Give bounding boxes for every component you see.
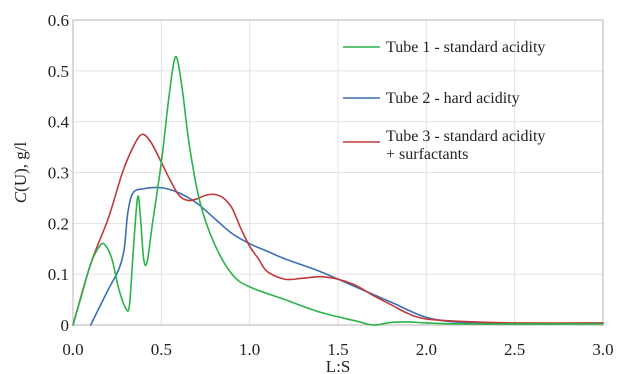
x-tick-label: 2.0 — [416, 340, 437, 359]
x-tick-label: 1.0 — [239, 340, 260, 359]
x-tick-label: 0.0 — [62, 340, 83, 359]
y-axis-title-rest: (U), g/l — [11, 142, 30, 192]
y-tick-labels: 0 0.1 0.2 0.3 0.4 0.5 0.6 — [48, 11, 70, 335]
legend: Tube 1 - standard acidity Tube 2 - hard … — [343, 39, 545, 163]
y-tick-label: 0.1 — [48, 265, 69, 284]
x-tick-label: 0.5 — [151, 340, 172, 359]
y-tick-label: 0.6 — [48, 11, 69, 30]
x-tick-label: 3.0 — [592, 340, 613, 359]
y-axis-title-italic: C — [11, 191, 30, 203]
y-tick-label: 0.2 — [48, 214, 69, 233]
y-tick-label: 0.3 — [48, 164, 69, 183]
y-axis-title: C(U), g/l — [11, 142, 30, 204]
axes — [72, 19, 604, 326]
series-line-tube-1 — [72, 55, 604, 326]
y-tick-label: 0.4 — [48, 113, 70, 132]
x-axis-title: L:S — [326, 357, 351, 374]
series-line-tube-2 — [89, 186, 604, 326]
y-tick-label: 0.5 — [48, 62, 69, 81]
x-tick-label: 1.5 — [327, 340, 348, 359]
x-tick-label: 2.5 — [504, 340, 525, 359]
plot-frame — [72, 19, 604, 326]
legend-label-tube-2: Tube 2 - hard acidity — [386, 90, 520, 107]
legend-label-tube-1: Tube 1 - standard acidity — [386, 39, 545, 56]
legend-label-tube-3: Tube 3 - standard acidity + surfactants — [386, 128, 545, 163]
series-layer — [72, 55, 604, 326]
series-line-tube-3 — [72, 133, 604, 326]
x-tick-labels: 0.0 0.5 1.0 1.5 2.0 2.5 3.0 — [62, 340, 613, 359]
y-tick-label: 0 — [61, 316, 70, 335]
